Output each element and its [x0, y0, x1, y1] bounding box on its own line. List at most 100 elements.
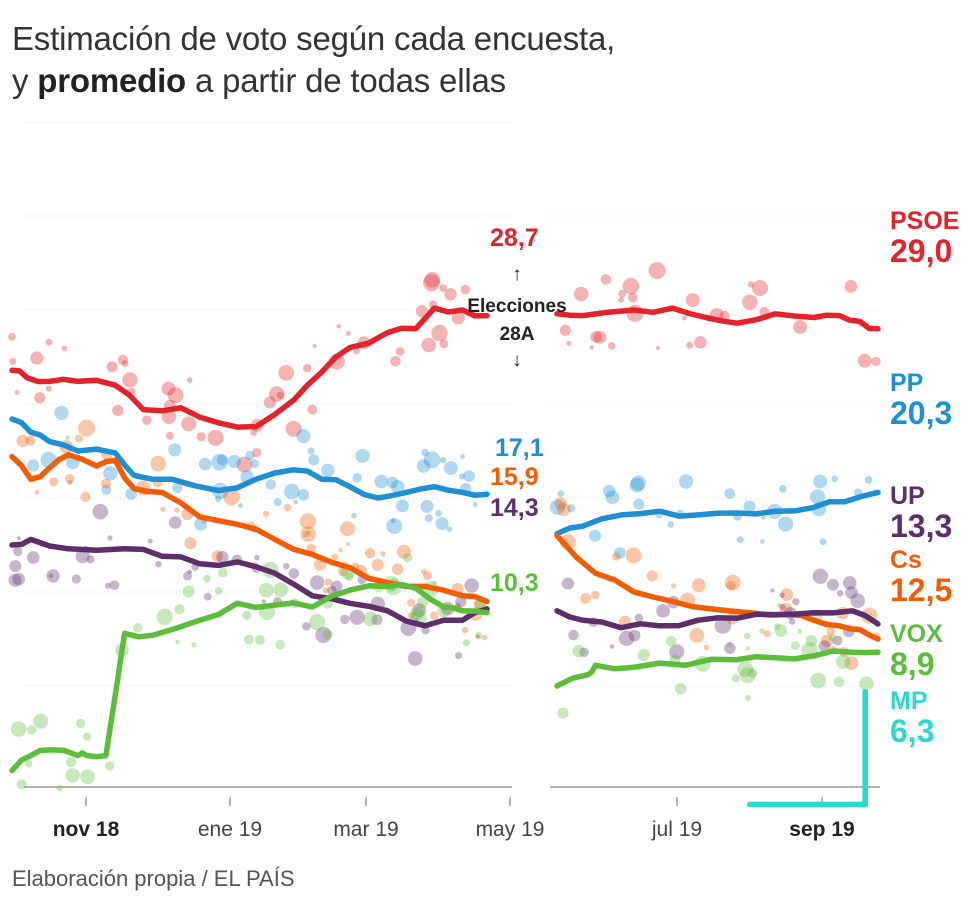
- poll-dot: [423, 451, 441, 469]
- poll-dot: [349, 609, 365, 625]
- election-arrow-up: ↑: [512, 264, 522, 285]
- poll-dot: [45, 385, 52, 392]
- poll-dot: [196, 432, 206, 442]
- poll-dot: [435, 510, 442, 517]
- poll-dot: [236, 456, 253, 473]
- poll-dot: [353, 347, 360, 355]
- poll-dot: [258, 582, 274, 598]
- poll-dot: [724, 574, 741, 591]
- poll-dot: [797, 628, 803, 634]
- poll-dot: [612, 552, 621, 561]
- poll-dot: [273, 498, 282, 507]
- x-tick-label: sep 19: [789, 818, 854, 841]
- poll-dot: [714, 617, 732, 634]
- poll-dot: [831, 475, 839, 483]
- poll-dot: [160, 506, 166, 512]
- poll-dot: [430, 611, 439, 620]
- poll-dot: [812, 568, 829, 584]
- poll-dot: [263, 396, 276, 409]
- poll-dot: [742, 294, 758, 311]
- poll-dot: [844, 656, 859, 670]
- poll-dot: [92, 503, 109, 520]
- party-name-up: UP: [890, 482, 925, 510]
- poll-dot: [390, 480, 405, 494]
- poll-dot: [109, 580, 120, 591]
- poll-dot: [76, 718, 86, 729]
- poll-dot: [554, 497, 567, 510]
- party-value-psoe: 29,0: [890, 233, 952, 269]
- poll-dot: [34, 392, 46, 404]
- poll-dot: [779, 592, 785, 598]
- poll-dot: [669, 644, 685, 660]
- poll-dot: [106, 361, 118, 373]
- poll-dot: [819, 538, 827, 546]
- poll-dot: [187, 569, 192, 574]
- poll-dot: [407, 612, 415, 620]
- poll-dot: [315, 626, 332, 644]
- poll-dot: [254, 554, 260, 561]
- poll-dot: [416, 459, 431, 473]
- poll-dot: [67, 480, 73, 486]
- party-name-cs: Cs: [890, 546, 922, 574]
- poll-dot: [828, 633, 837, 642]
- poll-dot: [744, 694, 751, 701]
- chart-title: Estimación de voto según cada encuesta, …: [12, 18, 615, 102]
- poll-dot: [175, 639, 180, 645]
- poll-dot: [759, 628, 765, 635]
- poll-dot: [857, 353, 872, 368]
- poll-dot: [13, 546, 23, 557]
- poll-dot: [33, 713, 49, 729]
- poll-dot: [61, 345, 68, 352]
- poll-dot: [625, 547, 642, 564]
- poll-dot: [218, 567, 228, 578]
- poll-dot: [590, 331, 603, 343]
- party-name-vox: VOX: [890, 620, 943, 648]
- poll-dot: [618, 297, 624, 303]
- poll-dot: [667, 521, 674, 528]
- poll-dot: [603, 484, 616, 498]
- poll-dot: [80, 769, 95, 785]
- party-value-pp: 20,3: [890, 395, 952, 431]
- poll-dot: [686, 341, 694, 349]
- poll-dot: [261, 599, 266, 604]
- poll-dot: [223, 488, 241, 506]
- poll-dot: [309, 575, 325, 590]
- poll-dot: [627, 292, 638, 303]
- poll-dot: [322, 587, 329, 594]
- poll-dot: [161, 381, 176, 396]
- poll-dot: [439, 339, 449, 349]
- poll-dot: [34, 490, 40, 495]
- poll-dot: [748, 281, 755, 288]
- poll-dot: [283, 562, 290, 570]
- poll-dot: [648, 262, 666, 279]
- poll-dot: [27, 725, 37, 735]
- average-line-psoe-period-1: [9, 305, 490, 430]
- poll-dot: [474, 631, 483, 640]
- poll-dot: [790, 641, 800, 650]
- poll-dot: [112, 404, 124, 417]
- poll-dot: [780, 588, 794, 602]
- poll-dot: [689, 628, 705, 643]
- poll-dot: [792, 598, 800, 606]
- poll-dot: [16, 779, 27, 790]
- poll-dot: [351, 512, 357, 519]
- poll-dot: [739, 667, 756, 684]
- end-value-cs-may: 15,9: [490, 463, 539, 491]
- poll-dot: [743, 500, 756, 513]
- poll-dot: [752, 280, 768, 297]
- poll-dot: [78, 419, 95, 437]
- poll-dot: [566, 340, 572, 346]
- poll-dot: [777, 603, 782, 608]
- poll-dot: [371, 558, 384, 571]
- poll-dot: [45, 338, 53, 346]
- source-credit: Elaboración propia / EL PAÍS: [12, 866, 295, 891]
- poll-dot: [836, 654, 851, 669]
- x-tick-label: ene 19: [198, 818, 262, 841]
- poll-dot: [103, 466, 118, 481]
- poll-dot: [451, 311, 465, 325]
- poll-dot: [386, 518, 403, 534]
- poll-dot: [386, 476, 399, 488]
- poll-dot: [778, 516, 794, 532]
- average-line-psoe-period-2: [554, 305, 881, 332]
- x-tick-label: mar 19: [333, 818, 398, 841]
